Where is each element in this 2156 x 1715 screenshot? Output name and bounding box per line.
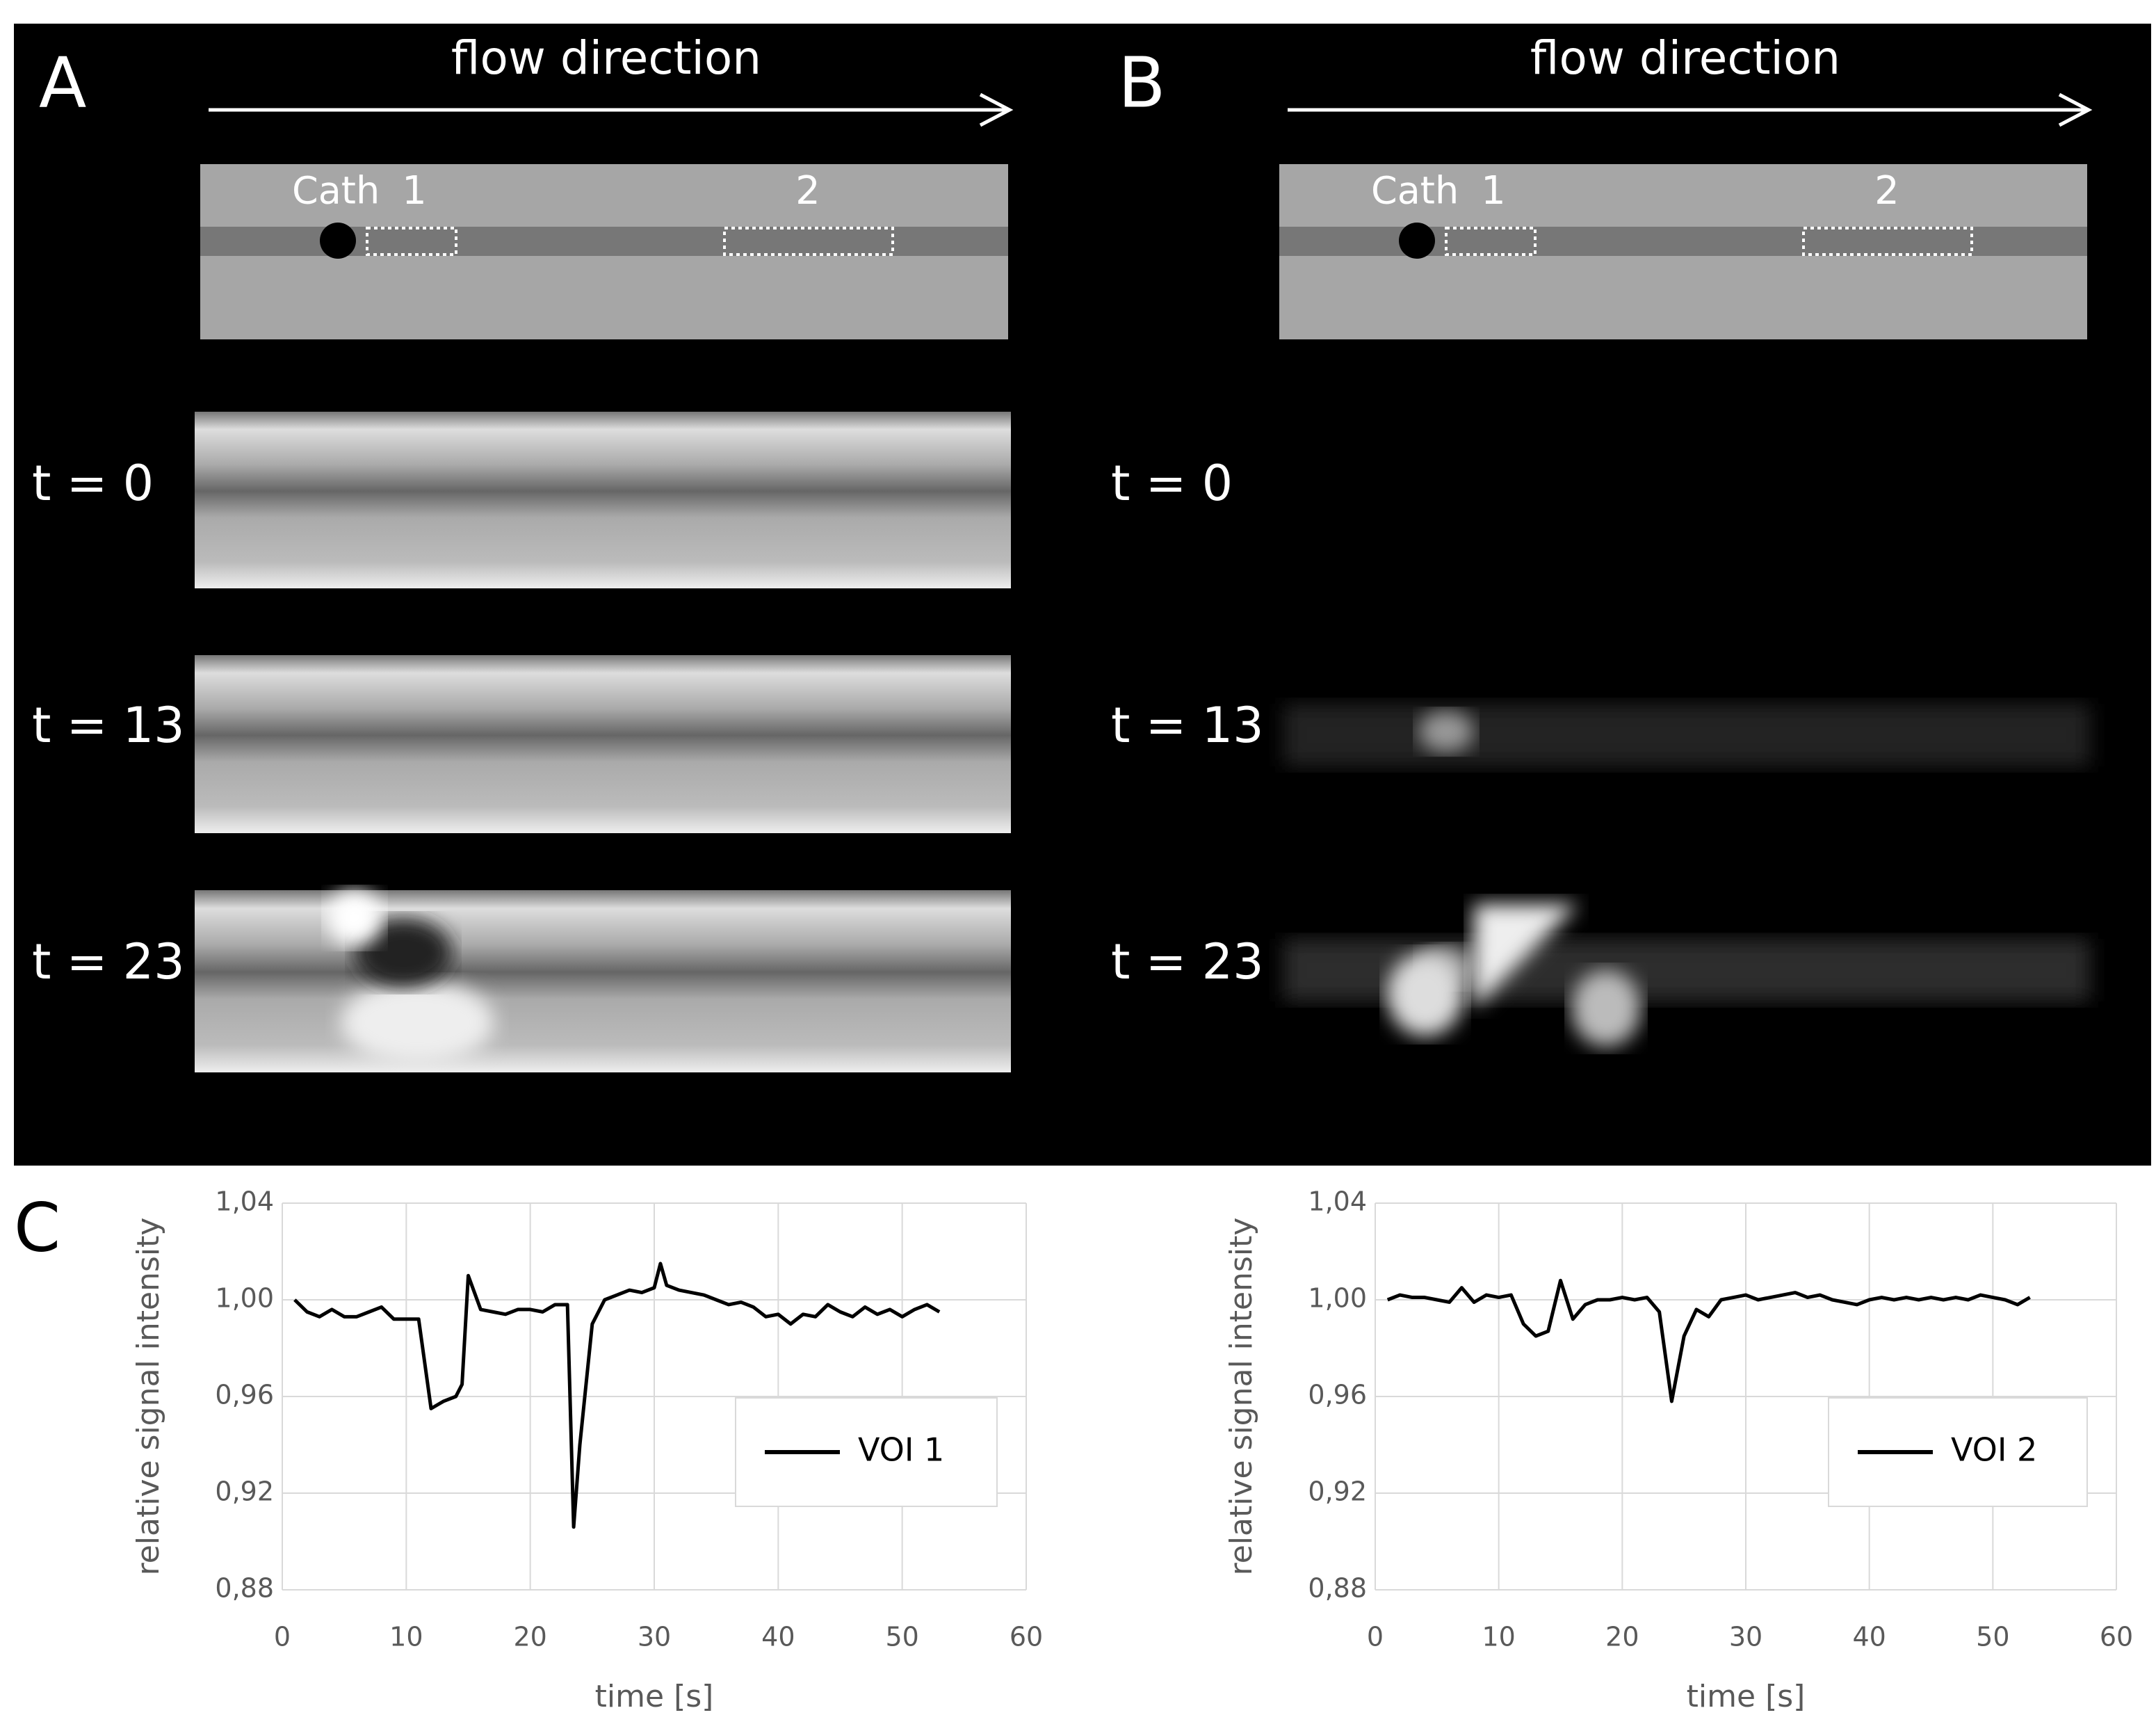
x-tick-label: 30 bbox=[1729, 1622, 1762, 1652]
panel-label: C bbox=[14, 1189, 60, 1266]
contrast-blob bbox=[1474, 904, 1578, 1008]
arrow-head bbox=[2058, 92, 2093, 127]
legend-label: VOI 2 bbox=[1951, 1431, 2037, 1469]
mri-strip bbox=[195, 412, 1011, 588]
voi-label: 2 bbox=[1874, 168, 1899, 214]
contrast-blob bbox=[1387, 953, 1464, 1036]
contrast-blob bbox=[1571, 970, 1641, 1047]
contrast-blob bbox=[1418, 711, 1474, 752]
y-tick-label: 1,04 bbox=[215, 1186, 274, 1217]
x-tick-label: 0 bbox=[1367, 1622, 1384, 1652]
flow-label: flow direction bbox=[1530, 31, 1840, 85]
y-tick-label: 0,96 bbox=[1308, 1380, 1367, 1410]
contrast-blob bbox=[341, 981, 494, 1064]
mri-strip bbox=[1283, 704, 2090, 766]
catheter bbox=[1399, 223, 1435, 259]
catheter bbox=[320, 223, 356, 259]
x-tick-label: 20 bbox=[513, 1622, 546, 1652]
voi-box bbox=[1802, 227, 1973, 256]
x-tick-label: 40 bbox=[761, 1622, 795, 1652]
catheter-label: Cath bbox=[1371, 169, 1459, 213]
time-label: t = 13 bbox=[32, 697, 185, 754]
y-tick-label: 1,04 bbox=[1308, 1186, 1367, 1217]
y-tick-label: 1,00 bbox=[1308, 1283, 1367, 1314]
time-label: t = 23 bbox=[1111, 933, 1264, 990]
contrast-blob bbox=[355, 918, 452, 988]
x-tick-label: 60 bbox=[2100, 1622, 2133, 1652]
x-tick-label: 50 bbox=[1976, 1622, 2009, 1652]
y-axis-label: relative signal intensity bbox=[1224, 1218, 1259, 1576]
catheter-label: Cath bbox=[292, 169, 380, 213]
x-tick-label: 0 bbox=[274, 1622, 291, 1652]
voi-box bbox=[1445, 227, 1537, 256]
time-label: t = 23 bbox=[32, 933, 185, 990]
legend-label: VOI 1 bbox=[858, 1431, 944, 1469]
x-tick-label: 30 bbox=[638, 1622, 671, 1652]
voi-box bbox=[366, 227, 457, 256]
x-tick-label: 50 bbox=[885, 1622, 918, 1652]
x-tick-label: 10 bbox=[1482, 1622, 1515, 1652]
mri-strip bbox=[195, 655, 1011, 833]
flow-label: flow direction bbox=[451, 31, 761, 85]
y-tick-label: 0,92 bbox=[1308, 1476, 1367, 1507]
y-tick-label: 0,92 bbox=[215, 1476, 274, 1507]
x-tick-label: 10 bbox=[389, 1622, 423, 1652]
x-tick-label: 20 bbox=[1605, 1622, 1639, 1652]
x-tick-label: 40 bbox=[1852, 1622, 1886, 1652]
y-axis-label: relative signal intensity bbox=[131, 1218, 166, 1576]
y-tick-label: 0,96 bbox=[215, 1380, 274, 1410]
mri-strip bbox=[195, 890, 1011, 1072]
contrast-blob bbox=[327, 890, 382, 946]
line bbox=[293, 1262, 941, 1529]
panel-label: A bbox=[39, 42, 86, 123]
panel-label: B bbox=[1118, 42, 1166, 123]
arrow-head bbox=[979, 92, 1014, 127]
y-tick-label: 0,88 bbox=[1308, 1573, 1367, 1604]
line bbox=[1386, 1278, 2031, 1403]
voi-label: 1 bbox=[402, 168, 427, 214]
voi-box bbox=[723, 227, 894, 256]
x-axis-label: time [s] bbox=[595, 1679, 714, 1714]
x-axis-label: time [s] bbox=[1687, 1679, 1806, 1714]
voi-label: 1 bbox=[1481, 168, 1506, 214]
time-label: t = 13 bbox=[1111, 697, 1264, 754]
voi-label: 2 bbox=[795, 168, 820, 214]
y-tick-label: 1,00 bbox=[215, 1283, 274, 1314]
x-tick-label: 60 bbox=[1010, 1622, 1043, 1652]
time-label: t = 0 bbox=[32, 455, 154, 512]
time-label: t = 0 bbox=[1111, 455, 1233, 512]
y-tick-label: 0,88 bbox=[215, 1573, 274, 1604]
